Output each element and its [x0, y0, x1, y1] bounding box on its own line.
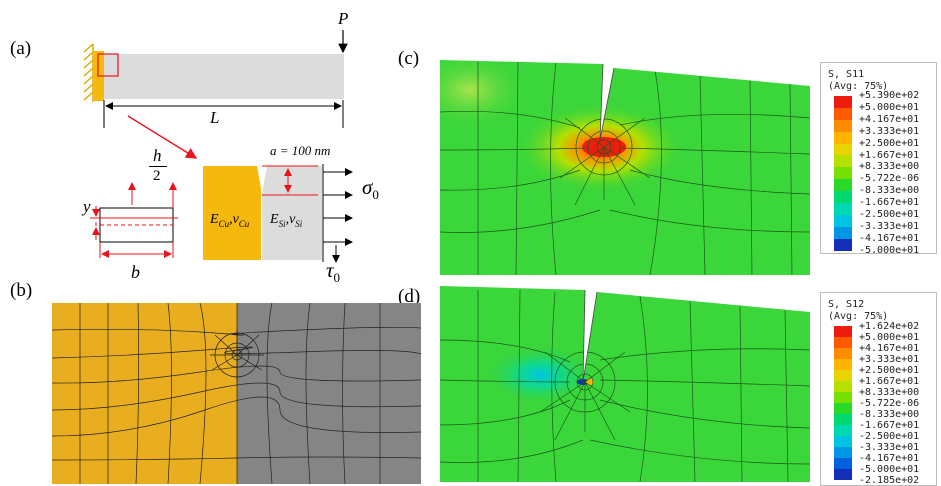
- legend-s11-value: -4.167e+01: [859, 232, 920, 244]
- panel-label-b: (b): [10, 280, 33, 301]
- panel-label-d: (d): [398, 286, 421, 307]
- mesh-lines: [51, 302, 422, 485]
- legend-s12-value: -5.722e-06: [859, 398, 920, 409]
- tau-subscript: 0: [333, 270, 341, 286]
- legend-s12-colorbar: [834, 326, 852, 480]
- legend-s12-value: -5.000e+01: [859, 464, 920, 475]
- legend-s11-colorbar: [834, 96, 852, 251]
- cu-nu: ν: [232, 212, 239, 227]
- legend-s12-value: -4.167e+01: [859, 453, 920, 464]
- h-fraction-bar: [149, 166, 167, 167]
- legend-s12-value: -3.333e+01: [859, 442, 920, 453]
- legend-s12-value: -1.667e+01: [859, 420, 920, 431]
- legend-s12-value: -2.500e+01: [859, 431, 920, 442]
- legend-s12-value: +4.167e+01: [859, 343, 920, 354]
- zoom-copper: [203, 166, 261, 260]
- legend-s11-value: -1.667e+01: [859, 197, 920, 209]
- legend-s12-title: S, S12: [828, 299, 865, 310]
- zoom-crack: [257, 166, 267, 194]
- si-nu: ν: [289, 212, 296, 227]
- h-denominator: 2: [153, 168, 161, 184]
- sigma-symbol: σ: [362, 175, 373, 199]
- silicon-properties: ESi,νSi: [270, 212, 303, 229]
- tau-label: τ0: [326, 258, 340, 286]
- legend-s12: S, S12 (Avg: 75%) +1.624e+02 +5.000e+01 …: [820, 292, 937, 486]
- legend-s11-value: -8.333e+00: [859, 185, 920, 197]
- legend-s11-value: +5.390e+02: [859, 90, 920, 101]
- zoom-box: [97, 53, 119, 77]
- cu-nu-sub: Cu: [238, 218, 250, 229]
- legend-s11-value: -5.000e+01: [859, 244, 920, 256]
- cu-e: E: [210, 212, 219, 227]
- legend-s11-value: +2.500e+01: [859, 137, 920, 149]
- si-e-sub: Si: [278, 218, 286, 229]
- legend-s11-value: +5.000e+01: [859, 101, 920, 113]
- tau-symbol: τ: [326, 258, 334, 282]
- mesh-silicon-region: [237, 303, 421, 484]
- zoom-silicon: [262, 166, 322, 260]
- sigma-subscript: 0: [372, 187, 379, 203]
- legend-s12-value: -8.333e+00: [859, 409, 920, 420]
- legend-s12-value: +3.333e+01: [859, 354, 920, 365]
- panel-label-a: (a): [10, 38, 32, 59]
- applied-stress-arrows: [322, 164, 353, 263]
- legend-s12-value: +8.333e+00: [859, 387, 920, 398]
- legend-s11-subtitle: (Avg: 75%): [828, 81, 889, 92]
- silicon-beam: [104, 54, 344, 99]
- legend-s12-value: +2.500e+01: [859, 365, 920, 376]
- b-label: b: [131, 262, 140, 282]
- legend-s12-subtitle: (Avg: 75%): [828, 311, 889, 322]
- s11-mesh-lines: [440, 61, 810, 275]
- s12-mesh-lines: [440, 289, 810, 482]
- legend-s11: S, S11 (Avg: 75%) +5.390e+02 +5.000e+01 …: [820, 62, 937, 256]
- legend-s11-value: +1.667e+01: [859, 149, 920, 161]
- panel-label-c: (c): [398, 48, 420, 69]
- y-label: y: [83, 197, 91, 216]
- zoom-pointer-arrow: [127, 115, 198, 159]
- legend-s12-value: +5.000e+01: [859, 332, 920, 343]
- legend-s12-value: -2.185e+02: [859, 475, 920, 486]
- legend-s11-value: +3.333e+01: [859, 125, 920, 137]
- legend-s11-value: +4.167e+01: [859, 113, 920, 125]
- legend-s11-value: +8.333e+00: [859, 161, 920, 173]
- si-e: E: [270, 212, 279, 227]
- load-p-label: P: [338, 9, 349, 28]
- cross-section: [90, 182, 178, 258]
- legend-s12-value: +1.624e+02: [859, 321, 920, 332]
- h-numerator: h: [153, 146, 162, 165]
- mesh-copper-region: [52, 303, 237, 484]
- copper-properties: ECu,νCu: [210, 212, 250, 229]
- legend-s11-value: -5.722e-06: [859, 173, 920, 185]
- fixed-wall: [83, 43, 94, 102]
- legend-s12-value: +1.667e+01: [859, 376, 920, 387]
- cu-e-sub: Cu: [218, 218, 230, 229]
- si-nu-sub: Si: [295, 218, 303, 229]
- length-label: L: [210, 108, 220, 127]
- sigma-label: σ0: [362, 175, 379, 203]
- legend-s11-title: S, S11: [828, 69, 865, 80]
- crack-length-label: a = 100 nm: [270, 143, 331, 158]
- legend-s11-value: -2.500e+01: [859, 209, 920, 220]
- legend-s11-value: -3.333e+01: [859, 220, 920, 232]
